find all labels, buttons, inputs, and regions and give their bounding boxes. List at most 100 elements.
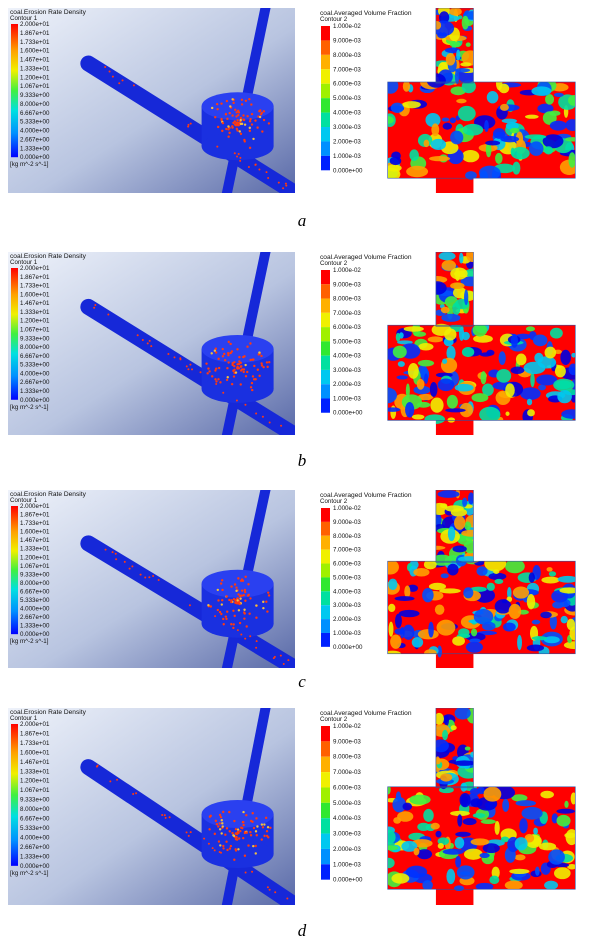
erosion-spot (259, 110, 261, 112)
legend-tick: 1.333e+01 (20, 309, 50, 316)
fraction-blob (444, 715, 449, 726)
erosion-spot (255, 830, 257, 832)
fraction-blob (454, 68, 470, 72)
erosion-spot (223, 623, 225, 625)
erosion-spot (225, 128, 227, 130)
erosion-spot (208, 828, 210, 830)
erosion-spot (226, 367, 228, 369)
fraction-blob (462, 497, 467, 507)
erosion-spot (232, 370, 234, 372)
erosion-spot (238, 356, 240, 358)
fraction-blob (540, 791, 554, 799)
fraction-blob (527, 594, 535, 609)
erosion-spot (239, 830, 241, 832)
erosion-spot (220, 613, 222, 615)
erosion-spot (137, 334, 139, 336)
erosion-spot (265, 601, 267, 603)
fraction-blob (442, 359, 447, 364)
legend-tick: 1.733e+01 (20, 520, 50, 527)
erosion-spot (234, 615, 236, 617)
page: html,body{margin:0;padding:0;background:… (0, 0, 590, 951)
erosion-spot (269, 422, 271, 424)
legend-tick: 9.333e+00 (20, 335, 50, 342)
erosion-spot (244, 404, 246, 406)
erosion-spot (233, 859, 235, 861)
erosion-spot (217, 609, 219, 611)
erosion-spot (233, 598, 235, 600)
fraction-blob (412, 414, 425, 419)
erosion-spot (242, 821, 244, 823)
erosion-spot (246, 832, 248, 834)
erosion-spot (255, 817, 257, 819)
erosion-spot (255, 647, 257, 649)
legend-tick: 2.667e+00 (20, 614, 50, 621)
erosion-spot (133, 84, 135, 86)
erosion-spot (216, 103, 218, 105)
fraction-blob (481, 371, 487, 384)
erosion-spot (235, 590, 237, 592)
erosion-spot (203, 838, 205, 840)
fraction-blob (494, 579, 503, 584)
erosion-spot (222, 122, 224, 124)
erosion-spot (230, 623, 232, 625)
erosion-spot (260, 355, 262, 357)
erosion-spot (211, 375, 213, 377)
legend-tick: 1.333e+00 (20, 853, 50, 860)
legend-tick: 3.000e-03 (333, 831, 361, 838)
legend-tick: 4.000e+00 (20, 128, 50, 135)
fraction-blob (455, 707, 471, 720)
legend-tick: 5.333e+00 (20, 119, 50, 126)
erosion-spot (266, 171, 268, 173)
color-box (321, 398, 330, 412)
legend-tick: 0.000e+00 (333, 877, 363, 884)
erosion-spot (179, 358, 181, 360)
erosion-spot (161, 814, 163, 816)
fraction-blob (549, 571, 556, 576)
legend-tick: 8.000e-03 (333, 533, 361, 540)
erosion-spot (245, 375, 247, 377)
fraction-blob (466, 642, 483, 653)
erosion-spot (217, 378, 219, 380)
erosion-spot (262, 607, 264, 609)
erosion-spot (221, 589, 223, 591)
color-box (321, 633, 330, 647)
color-box (321, 757, 330, 772)
fraction-blob (447, 417, 455, 422)
fraction-blob (462, 347, 474, 357)
legend-tick: 5.333e+00 (20, 362, 50, 369)
legend-tick: 1.067e+01 (20, 83, 50, 90)
erosion-spot (215, 383, 217, 385)
erosion-spot (214, 378, 216, 380)
erosion-spot (254, 119, 256, 121)
erosion-spot (227, 354, 229, 356)
legend-tick: 8.000e-03 (333, 754, 361, 761)
erosion-spot (105, 549, 107, 551)
erosion-spot (236, 367, 238, 369)
fraction-blob (464, 289, 468, 305)
erosion-spot (251, 123, 253, 125)
erosion-spot (149, 340, 151, 342)
erosion-spot (221, 130, 223, 132)
fraction-blob (404, 585, 410, 597)
fraction-blob (451, 725, 457, 730)
erosion-spot (221, 579, 223, 581)
fraction-blob (455, 856, 461, 868)
legend-tick: 2.000e-03 (333, 616, 361, 623)
fraction-blob (445, 408, 466, 412)
erosion-spot (240, 119, 242, 121)
erosion-spot (246, 625, 248, 627)
erosion-spot (242, 837, 244, 839)
erosion-spot (260, 362, 262, 364)
legend-tick: 1.333e+00 (20, 388, 50, 395)
erosion-spot (236, 399, 238, 401)
erosion-spot (190, 831, 192, 833)
fraction-blob (400, 627, 405, 639)
legend-tick: 6.000e-03 (333, 324, 361, 331)
fraction-blob (489, 876, 499, 884)
fraction-blob (435, 831, 441, 838)
color-box (321, 127, 330, 141)
legend-tick: 2.000e+01 (20, 721, 50, 728)
fraction-blob (393, 817, 401, 824)
legend-tick: 7.000e-03 (333, 547, 361, 554)
erosion-spot (236, 348, 238, 350)
